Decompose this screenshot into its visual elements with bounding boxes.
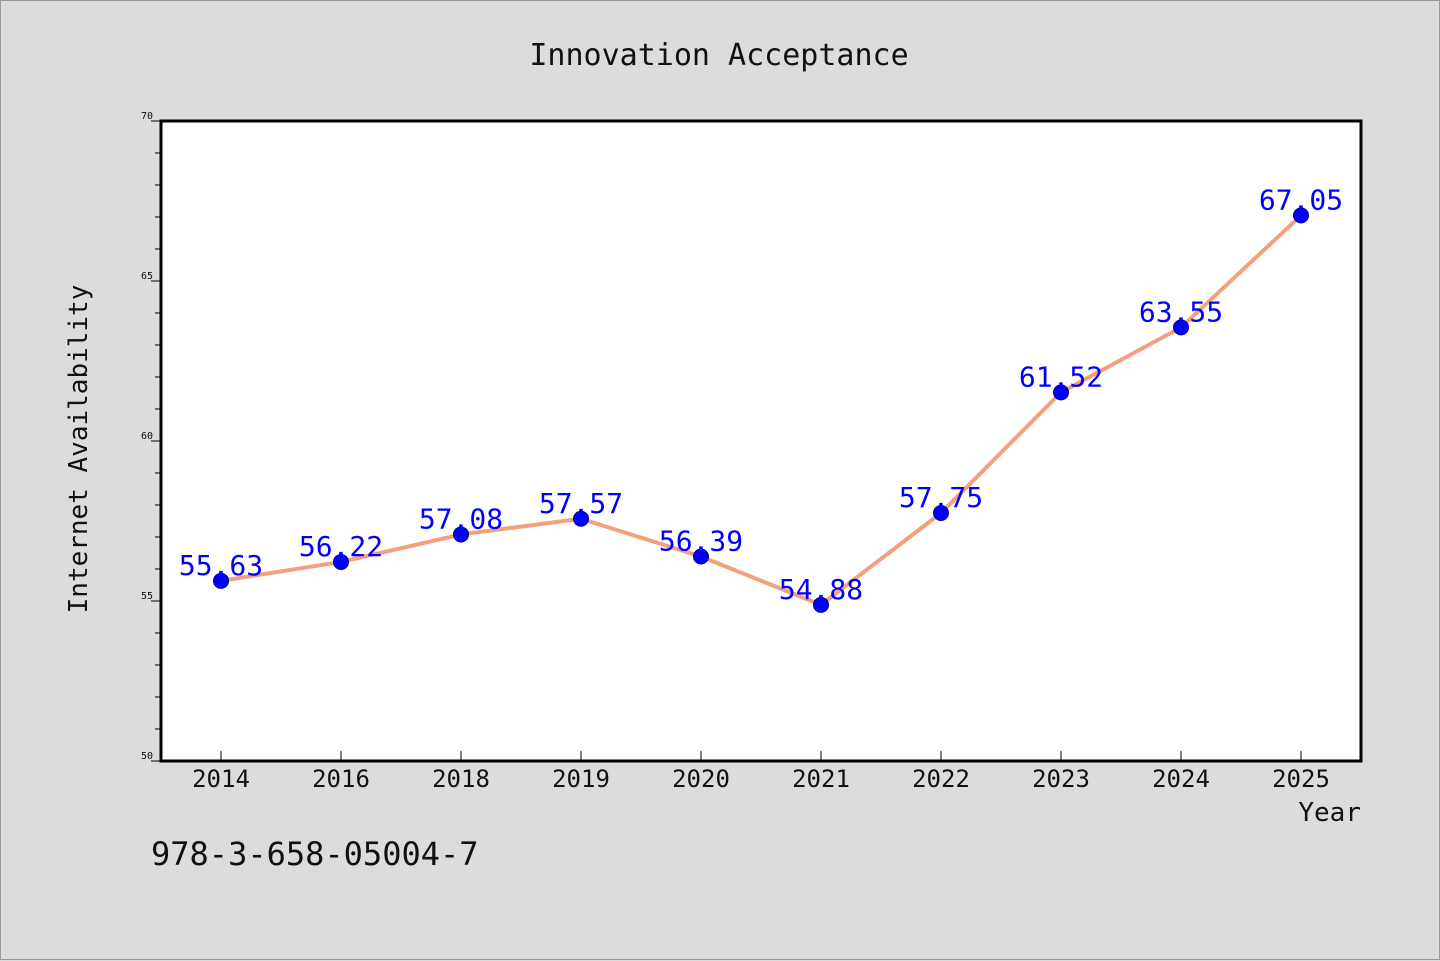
data-label: 61.52	[1019, 360, 1103, 393]
y-axis: 50 55 60 65 70	[141, 111, 161, 762]
data-point	[1293, 207, 1309, 224]
data-label: 57.08	[419, 502, 503, 535]
y-axis-label: Internet Availability	[64, 285, 94, 614]
x-tick-label: 2024	[1152, 765, 1210, 793]
data-label: 63.55	[1139, 295, 1223, 328]
data-point	[213, 572, 229, 589]
data-point	[693, 548, 709, 565]
data-label: 55.63	[179, 549, 263, 582]
x-axis-label: Year	[1298, 798, 1361, 828]
data-label: 67.05	[1259, 183, 1343, 216]
data-label: 56.39	[659, 525, 743, 558]
x-tick-label: 2023	[1032, 765, 1090, 793]
data-point	[1053, 384, 1069, 401]
x-tick-label: 2018	[432, 765, 490, 793]
y-tick-label: 55	[141, 591, 153, 602]
data-label: 57.57	[539, 487, 623, 520]
plot-area	[159, 119, 1363, 763]
data-label: 56.22	[299, 530, 383, 563]
data-point	[453, 526, 469, 543]
x-tick-label: 2020	[672, 765, 730, 793]
series-line	[219, 213, 1303, 607]
y-tick-label: 50	[141, 751, 153, 762]
series-layer: 55.63 56.22 57.08 57.57 56.39 54.88 57.75 61.52…	[179, 183, 1343, 613]
x-tick-label: 2021	[792, 765, 850, 793]
y-tick-label: 70	[141, 111, 153, 122]
x-tick-label: 2016	[312, 765, 370, 793]
x-tick-label: 2022	[912, 765, 970, 793]
x-axis: 2014 2016 2018 2019 2020 2021 2022 2023 2024 2025	[192, 751, 1330, 793]
x-tick-label: 2014	[192, 765, 250, 793]
data-label: 57.75	[899, 481, 983, 514]
data-point	[1173, 319, 1189, 336]
data-point	[933, 505, 949, 521]
isbn-text: 978-3-658-05004-7	[151, 835, 479, 873]
data-point	[813, 596, 829, 613]
data-point	[333, 553, 349, 570]
y-tick-label: 65	[141, 271, 153, 282]
data-point	[573, 510, 589, 527]
y-tick-label: 60	[141, 431, 153, 442]
x-tick-label: 2025	[1272, 765, 1330, 793]
chart-title: Innovation Acceptance	[529, 38, 908, 73]
data-label: 54.88	[779, 573, 863, 606]
x-tick-label: 2019	[552, 765, 610, 793]
